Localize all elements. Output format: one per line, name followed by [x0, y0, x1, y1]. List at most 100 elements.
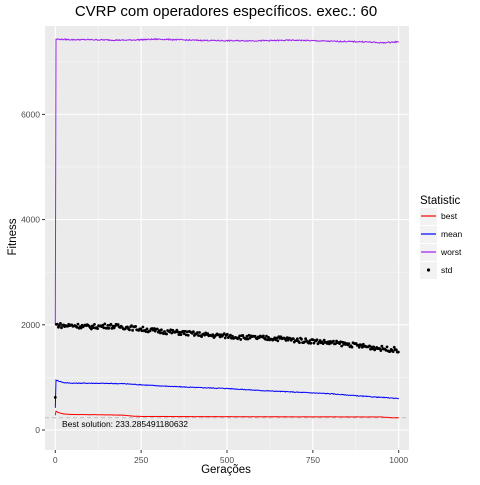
- std-point: [134, 324, 138, 328]
- std-point: [102, 326, 106, 330]
- std-point: [200, 335, 203, 338]
- std-point: [308, 339, 312, 343]
- std-point: [372, 345, 376, 349]
- std-point: [350, 345, 354, 349]
- std-point: [394, 348, 398, 352]
- x-tick-label: 500: [220, 455, 234, 465]
- std-point: [253, 334, 257, 338]
- std-point: [128, 328, 131, 332]
- std-point: [60, 326, 63, 330]
- std-point: [76, 322, 80, 326]
- std-point: [158, 331, 162, 335]
- std-point: [165, 332, 168, 336]
- std-point: [106, 323, 110, 327]
- legend-label-std: std: [441, 265, 453, 275]
- legend-label-mean: mean: [441, 229, 463, 239]
- std-point: [105, 326, 109, 330]
- std-point: [248, 336, 252, 340]
- legend-label-worst: worst: [440, 247, 462, 257]
- std-point: [217, 333, 221, 337]
- std-point: [241, 333, 245, 337]
- series-std: [53, 322, 400, 399]
- std-point: [179, 333, 183, 337]
- std-point: [176, 330, 180, 334]
- std-point: [315, 338, 319, 342]
- x-axis-title: Gerações: [201, 464, 251, 476]
- std-point: [196, 331, 199, 334]
- std-point: [155, 327, 159, 331]
- series-worst: [54, 37, 399, 325]
- std-point: [197, 334, 200, 337]
- legend-key-std: [426, 268, 431, 272]
- std-point: [322, 338, 326, 342]
- std-point: [145, 327, 149, 331]
- y-tick-label: 4000: [21, 215, 40, 225]
- std-point: [265, 334, 268, 338]
- std-point: [296, 337, 299, 341]
- std-point: [160, 328, 163, 332]
- x-tick-label: 0: [53, 455, 58, 465]
- y-axis-title: Fitness: [7, 218, 19, 255]
- std-point: [276, 339, 280, 343]
- std-point: [229, 333, 232, 337]
- std-point: [368, 344, 371, 348]
- grid-lines: [45, 26, 409, 450]
- std-point: [291, 337, 295, 341]
- std-point: [59, 322, 62, 325]
- std-point: [231, 334, 234, 338]
- std-point: [392, 345, 396, 349]
- std-point: [177, 333, 181, 337]
- std-point: [53, 395, 57, 399]
- y-tick-label: 2000: [21, 320, 40, 330]
- std-point: [168, 330, 172, 334]
- std-point: [93, 322, 96, 326]
- series-line-worst: [54, 37, 399, 325]
- std-point: [182, 332, 186, 336]
- std-point: [321, 342, 325, 346]
- std-point: [309, 341, 313, 345]
- std-point: [163, 330, 166, 333]
- std-point: [79, 326, 83, 330]
- std-point: [222, 332, 226, 335]
- series-layer: [45, 37, 409, 419]
- x-tick-label: 250: [134, 455, 148, 465]
- std-point: [191, 330, 195, 333]
- std-point: [107, 326, 111, 330]
- y-tick-label: 6000: [21, 109, 40, 119]
- std-point: [140, 329, 144, 333]
- std-point: [185, 330, 189, 334]
- std-point: [223, 336, 227, 340]
- std-point: [170, 331, 174, 335]
- std-point: [361, 342, 365, 346]
- std-point: [275, 336, 279, 340]
- annotation-best-solution: Best solution: 233.285491180632: [62, 419, 188, 429]
- std-point: [181, 329, 185, 333]
- std-point: [131, 328, 134, 332]
- legend-label-best: best: [441, 211, 458, 221]
- std-point: [304, 337, 308, 341]
- std-point: [340, 344, 344, 348]
- chart-title: CVRP com operadores específicos. exec.: …: [75, 3, 377, 20]
- std-point: [89, 327, 93, 331]
- std-point: [298, 341, 301, 345]
- std-point: [334, 342, 337, 346]
- x-tick-label: 1000: [389, 455, 408, 465]
- series-line-mean: [54, 379, 400, 408]
- legend-title: Statistic: [420, 195, 461, 207]
- std-point: [130, 324, 133, 328]
- std-point: [162, 332, 165, 336]
- std-point: [244, 337, 248, 341]
- std-point: [96, 327, 99, 331]
- std-point: [266, 338, 269, 342]
- std-point: [379, 349, 383, 352]
- std-point: [332, 339, 335, 343]
- std-point: [198, 331, 201, 334]
- axis-layer: 0 250 500 750 1000 0 2000 4000 6000: [21, 109, 408, 465]
- std-point: [58, 324, 61, 328]
- std-point: [388, 350, 392, 353]
- legend: Statistic best mean worst std: [420, 195, 463, 279]
- std-point: [178, 330, 182, 334]
- std-point: [103, 322, 107, 326]
